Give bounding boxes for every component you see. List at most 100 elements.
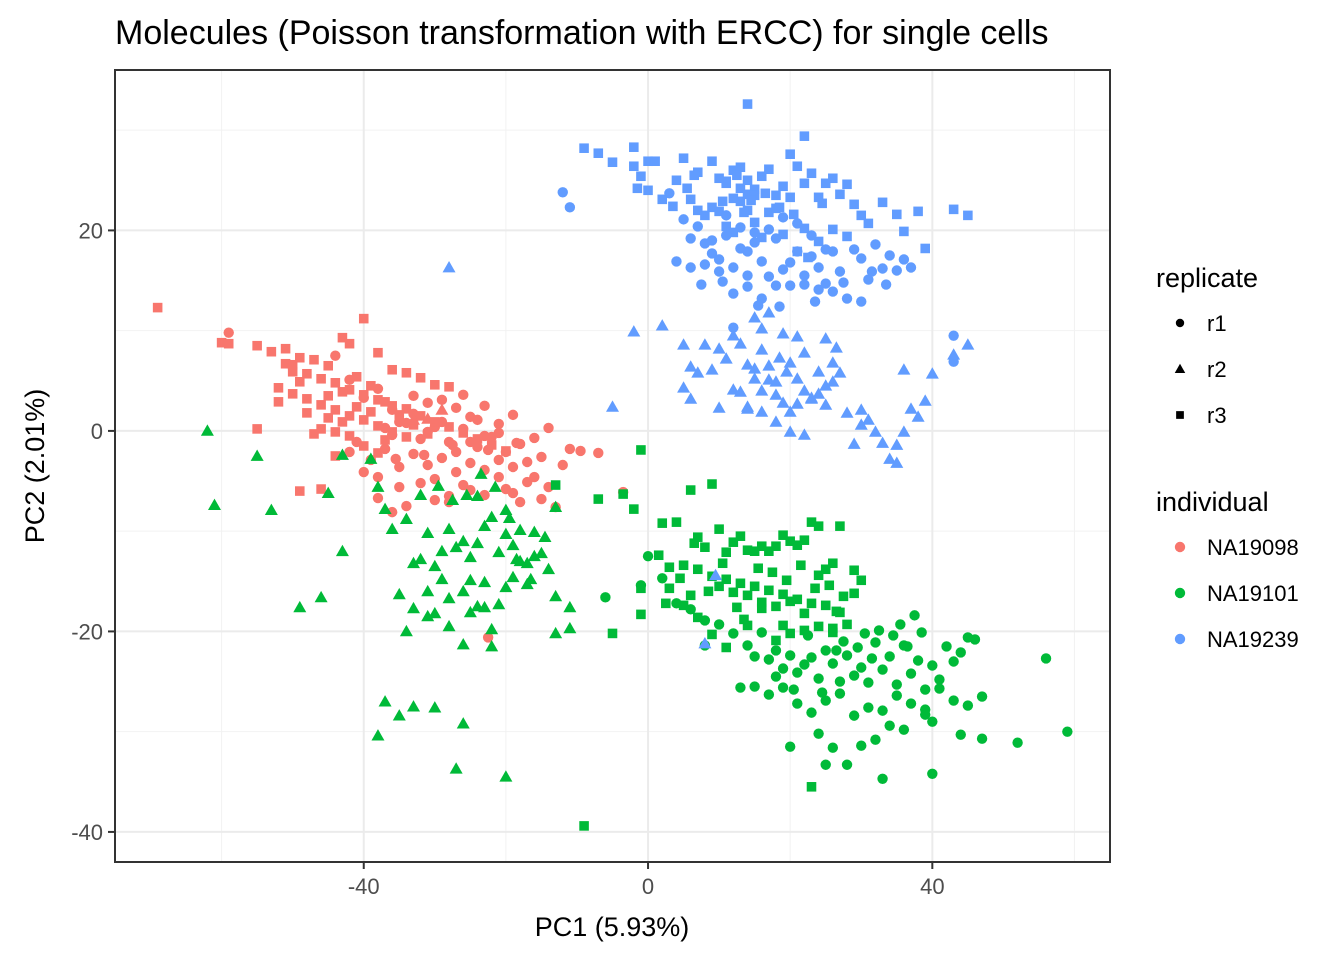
- data-point: [714, 581, 724, 592]
- data-point: [748, 362, 762, 374]
- data-point: [693, 532, 703, 542]
- data-point: [863, 218, 874, 229]
- data-point: [401, 404, 412, 414]
- data-point: [863, 677, 874, 688]
- data-point: [739, 207, 749, 218]
- data-point: [792, 246, 803, 257]
- data-point: [847, 437, 861, 449]
- data-point: [891, 265, 902, 276]
- data-point: [316, 400, 326, 410]
- data-point: [460, 488, 474, 500]
- data-point: [819, 332, 833, 344]
- data-point: [806, 168, 817, 179]
- data-point: [721, 176, 731, 187]
- data-point: [709, 568, 723, 581]
- data-point: [373, 395, 383, 405]
- data-point: [824, 580, 835, 591]
- data-point: [762, 306, 776, 318]
- data-point: [820, 278, 831, 289]
- data-point: [796, 560, 806, 571]
- data-point: [335, 544, 349, 557]
- data-point: [777, 212, 789, 223]
- data-point: [302, 394, 312, 404]
- data-point: [749, 581, 760, 592]
- data-point: [741, 402, 755, 414]
- data-point: [899, 226, 909, 237]
- data-point: [401, 367, 412, 378]
- data-point: [797, 428, 811, 440]
- data-point: [892, 209, 902, 220]
- data-point: [373, 347, 383, 358]
- data-point: [408, 448, 419, 460]
- data-point: [828, 558, 838, 569]
- data-point: [755, 343, 769, 355]
- data-point: [742, 189, 753, 200]
- data-point: [691, 366, 705, 378]
- data-point: [773, 351, 787, 363]
- data-point: [447, 439, 458, 451]
- data-points: [152, 99, 1073, 831]
- data-point: [223, 327, 234, 338]
- data-point: [813, 673, 824, 684]
- data-point: [898, 724, 910, 735]
- data-point: [895, 619, 906, 630]
- data-point: [763, 689, 775, 700]
- data-point: [840, 406, 854, 418]
- x-axis-title: PC1 (5.93%): [535, 912, 690, 942]
- data-point: [479, 400, 490, 412]
- data-point: [344, 385, 355, 395]
- data-point: [629, 161, 639, 172]
- data-point: [330, 350, 341, 361]
- data-point: [806, 251, 817, 262]
- data-point: [514, 496, 526, 508]
- data-point: [856, 253, 867, 264]
- data-point: [805, 391, 818, 403]
- data-point: [792, 540, 803, 550]
- data-point: [478, 519, 492, 532]
- legend-label: r1: [1207, 311, 1227, 336]
- data-point: [792, 667, 803, 678]
- data-point: [371, 480, 385, 492]
- data-point: [316, 373, 326, 384]
- data-point: [499, 580, 513, 593]
- legend-label: NA19098: [1207, 535, 1299, 560]
- data-point: [769, 388, 783, 400]
- data-point: [890, 456, 904, 468]
- data-point: [820, 244, 831, 255]
- data-point: [685, 194, 696, 205]
- data-point: [783, 425, 797, 437]
- data-point: [976, 733, 988, 744]
- data-point: [813, 236, 824, 247]
- data-point: [513, 523, 527, 536]
- data-point: [208, 498, 221, 510]
- data-point: [739, 614, 749, 625]
- data-point: [756, 171, 767, 182]
- data-point: [742, 270, 753, 281]
- data-point: [337, 387, 348, 397]
- data-point: [563, 600, 577, 613]
- x-tick-label: -40: [348, 874, 380, 899]
- data-point: [813, 284, 824, 295]
- legend-key: [1174, 541, 1186, 553]
- data-point: [735, 682, 746, 693]
- data-point: [557, 187, 568, 198]
- data-point: [415, 411, 426, 421]
- data-point: [891, 690, 902, 701]
- data-point: [316, 484, 326, 494]
- data-point: [392, 587, 406, 600]
- data-point: [902, 641, 913, 652]
- data-point: [321, 486, 335, 498]
- legend-label: NA19239: [1207, 627, 1299, 652]
- data-point: [442, 619, 456, 632]
- data-point: [776, 396, 790, 408]
- data-point: [753, 563, 763, 574]
- data-point: [707, 156, 717, 167]
- data-point: [788, 209, 799, 220]
- data-point: [948, 656, 959, 667]
- data-point: [458, 389, 469, 401]
- data-point: [392, 709, 406, 721]
- data-point: [962, 700, 974, 711]
- data-point: [732, 170, 742, 181]
- data-point: [732, 602, 742, 613]
